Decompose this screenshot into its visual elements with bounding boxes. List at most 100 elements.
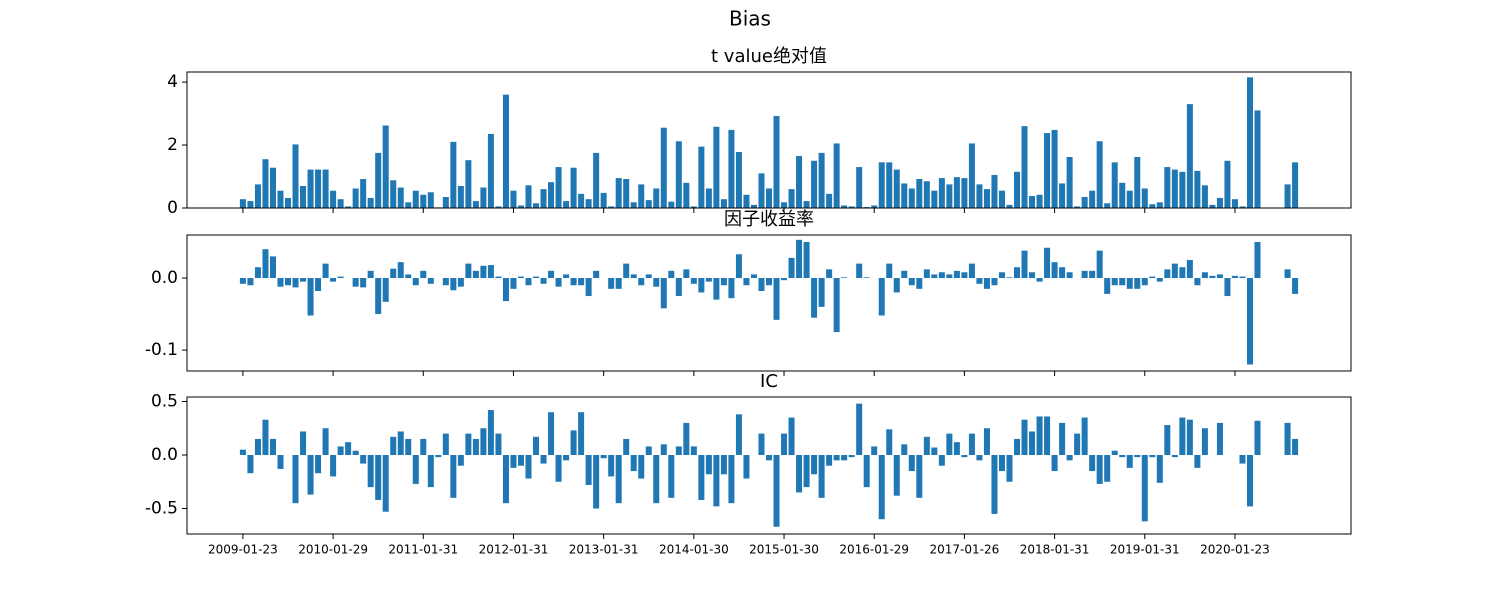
bar <box>322 169 329 208</box>
bar <box>735 151 742 208</box>
bar <box>337 276 344 279</box>
bar <box>788 189 795 208</box>
bar <box>517 455 524 466</box>
bar <box>856 403 863 456</box>
bar <box>1209 204 1216 208</box>
bar <box>397 262 404 279</box>
bar <box>1051 129 1058 208</box>
bar <box>931 274 938 279</box>
bar <box>991 174 998 208</box>
bar <box>878 162 885 208</box>
bar <box>781 202 788 208</box>
bar <box>743 455 750 479</box>
bar <box>375 455 382 500</box>
bar <box>1284 184 1291 208</box>
bar <box>585 455 592 485</box>
x-tick-label: 2019-01-31 <box>1110 543 1180 557</box>
bar <box>690 278 697 284</box>
bar <box>878 455 885 520</box>
x-tick-label: 2009-01-23 <box>208 543 278 557</box>
bar <box>961 272 968 279</box>
bar <box>292 455 299 504</box>
bar <box>728 129 735 208</box>
bar <box>1194 455 1201 468</box>
bar <box>390 436 397 456</box>
bar <box>991 278 998 286</box>
bar <box>1036 278 1043 282</box>
bar <box>285 197 292 208</box>
bar <box>698 146 705 208</box>
bar <box>976 184 983 208</box>
bar <box>307 169 314 208</box>
bar <box>1231 199 1238 208</box>
bar <box>1292 278 1299 294</box>
bar <box>1156 455 1163 483</box>
bar <box>555 278 562 287</box>
bar <box>570 167 577 208</box>
bar <box>728 455 735 504</box>
bar <box>638 278 645 286</box>
bar <box>953 442 960 456</box>
bar <box>1164 425 1171 456</box>
bar <box>781 433 788 456</box>
bar <box>645 274 652 279</box>
bar <box>871 446 878 456</box>
bar <box>1119 278 1126 286</box>
bar <box>593 455 600 509</box>
bar <box>502 455 509 504</box>
bar <box>540 455 547 464</box>
bar <box>1224 278 1231 297</box>
bar <box>352 278 359 287</box>
bar <box>931 190 938 208</box>
bar <box>683 269 690 279</box>
bar <box>668 455 675 498</box>
bar <box>1149 204 1156 208</box>
y-tick-label: 2 <box>167 135 178 155</box>
bar <box>968 433 975 456</box>
y-tick-label: 0.0 <box>151 268 178 288</box>
bar <box>608 206 615 208</box>
figure-title: Bias <box>729 7 771 31</box>
bar <box>330 278 337 282</box>
bar <box>269 438 276 456</box>
bar <box>525 278 532 286</box>
bar <box>578 412 585 456</box>
bar <box>1126 278 1133 289</box>
bar <box>1201 185 1208 208</box>
bar <box>450 141 457 208</box>
bar <box>758 278 765 291</box>
bar <box>916 179 923 208</box>
bar <box>442 278 449 286</box>
bar <box>375 152 382 208</box>
bar <box>901 444 908 456</box>
bar <box>254 184 261 208</box>
bar <box>758 433 765 456</box>
bar <box>765 188 773 208</box>
bar <box>1119 182 1126 208</box>
bar <box>938 455 945 466</box>
bar <box>292 144 299 208</box>
bar <box>420 438 427 456</box>
bar <box>367 270 374 279</box>
bar <box>923 181 930 208</box>
bar <box>923 269 930 279</box>
y-tick-label: 0 <box>167 198 178 218</box>
x-tick-label: 2020-01-23 <box>1200 543 1270 557</box>
bar <box>1021 126 1028 208</box>
bar <box>713 278 720 300</box>
bar <box>765 278 773 286</box>
bar <box>908 455 915 472</box>
bar <box>773 278 780 320</box>
bar <box>818 152 825 208</box>
bar <box>953 270 960 279</box>
bar <box>525 185 532 208</box>
bar <box>878 278 885 316</box>
bar <box>1164 269 1171 279</box>
bar <box>660 444 667 456</box>
bar <box>1231 275 1238 279</box>
bar <box>1059 422 1066 456</box>
bar <box>480 428 487 456</box>
bar <box>1006 277 1013 279</box>
bar <box>1194 278 1201 286</box>
